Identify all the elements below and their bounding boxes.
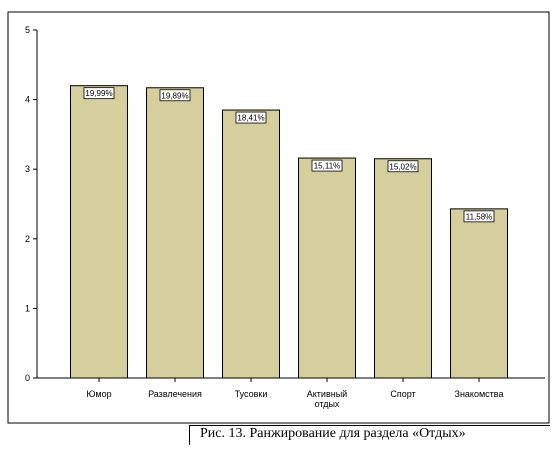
- data-label-box: [311, 159, 343, 172]
- x-tick-label: Развлечения: [148, 389, 202, 399]
- data-label-box: [235, 111, 267, 124]
- data-labels-group: 19,99% 19,89% 18,41% 15,11% 15,02% 11,58%: [83, 87, 495, 223]
- x-tick-label: Знакомства: [455, 389, 504, 399]
- data-label: 15,11%: [314, 162, 341, 171]
- data-label: 18,41%: [237, 114, 264, 123]
- x-tick-label: Активный отдых: [307, 389, 347, 409]
- data-label: 19,99%: [85, 89, 112, 98]
- x-tick-label: Спорт: [390, 389, 415, 399]
- x-tick-label: Тусовки: [235, 389, 268, 399]
- bar: [146, 87, 204, 379]
- y-tick-label: 5: [25, 25, 30, 35]
- data-label: 11,58%: [466, 212, 493, 221]
- y-tick-label: 4: [25, 95, 30, 105]
- bar: [298, 157, 356, 379]
- y-tick-label: 1: [25, 303, 30, 313]
- data-label-box: [83, 87, 115, 100]
- figure-caption: Рис. 13. Ранжирование для раздела «Отдых…: [200, 426, 466, 441]
- bar: [222, 109, 280, 379]
- y-tick-label: 0: [25, 373, 30, 383]
- y-tick-label: 2: [25, 234, 30, 244]
- data-label-box: [387, 160, 419, 173]
- bar: [374, 158, 432, 379]
- data-label: 15,02%: [389, 162, 416, 171]
- caption-frame: [189, 425, 550, 445]
- bar: [70, 85, 128, 379]
- y-tick-label: 3: [25, 164, 30, 174]
- data-label: 19,89%: [161, 91, 188, 100]
- x-tick-label: Юмор: [86, 389, 111, 399]
- bar: [450, 208, 508, 379]
- data-label-box: [159, 89, 191, 102]
- x-tick-labels-group: Юмор Развлечения Тусовки Активный отдых Спорт…: [86, 378, 503, 409]
- data-label-box: [463, 210, 495, 223]
